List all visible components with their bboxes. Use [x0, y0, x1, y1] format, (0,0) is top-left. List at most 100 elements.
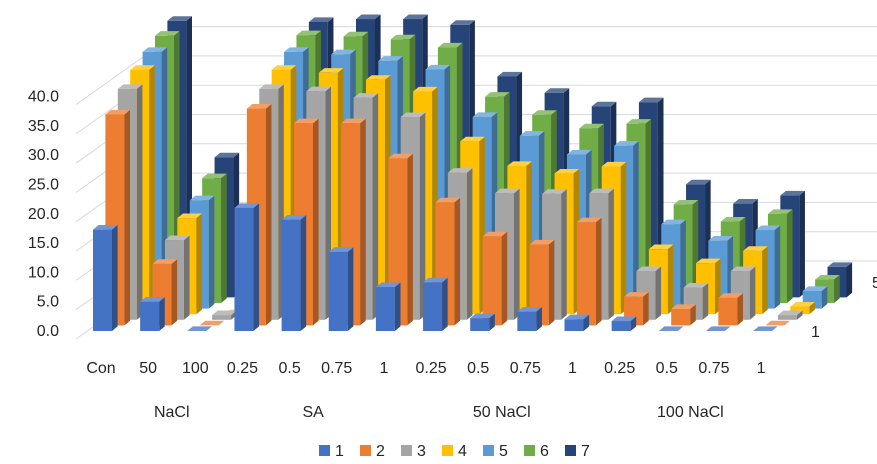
bar-front	[612, 321, 631, 331]
bar-front	[671, 309, 690, 325]
bar-front	[212, 315, 231, 320]
bar-side	[847, 262, 853, 297]
bar-side	[737, 293, 743, 325]
bar	[577, 218, 602, 326]
bar-side	[360, 119, 366, 326]
bar-side	[561, 189, 567, 320]
legend-swatch	[442, 445, 453, 456]
legend-label: 5	[499, 443, 508, 459]
bar	[140, 297, 165, 331]
legend-label: 4	[458, 443, 467, 459]
bar	[212, 311, 237, 320]
bar	[200, 321, 225, 326]
depth-axis-label: 1	[811, 324, 820, 341]
bar-side	[703, 283, 709, 320]
legend-label: 2	[376, 443, 385, 459]
bar-top	[200, 321, 225, 326]
bar	[234, 203, 259, 331]
bar-front	[93, 230, 112, 331]
bar-front	[329, 252, 348, 331]
legend-label: 3	[417, 443, 426, 459]
bar-side	[799, 191, 805, 298]
bar-side	[787, 209, 793, 303]
bar-side	[196, 213, 202, 314]
bar-side	[373, 93, 379, 320]
bar	[778, 311, 803, 320]
bar-front	[778, 315, 797, 320]
y-axis-ticks: 0.05.010.015.020.025.030.035.040.0	[28, 89, 59, 340]
x-tick-label: 0.25	[604, 360, 635, 377]
bar-side	[643, 292, 649, 325]
bar-side	[608, 189, 614, 320]
x-tick-label: 50	[139, 360, 157, 377]
y-tick-label: 30.0	[28, 147, 59, 164]
legend-swatch	[483, 445, 494, 456]
legend-swatch	[524, 445, 535, 456]
bar-side	[621, 162, 627, 314]
bar-top	[187, 326, 212, 331]
legend-swatch	[565, 445, 576, 456]
bar-side	[266, 104, 272, 325]
bar	[282, 215, 307, 331]
x-tick-label: 0.75	[698, 360, 729, 377]
x-tick-label: 0.5	[278, 360, 300, 377]
y-tick-label: 20.0	[28, 206, 59, 223]
bar-front	[470, 318, 489, 331]
bar-side	[184, 236, 190, 320]
bar	[483, 232, 508, 326]
x-tick-label: 0.25	[415, 360, 446, 377]
bar-front	[140, 302, 159, 331]
bar-front	[517, 312, 536, 331]
bar	[517, 307, 542, 331]
bar-side	[596, 218, 602, 326]
legend-label: 7	[581, 443, 590, 459]
bar	[753, 326, 778, 331]
bar-side	[834, 275, 840, 303]
x-tick-label: 0.75	[321, 360, 352, 377]
x-group-label: 50 NaCl	[473, 404, 531, 421]
bar	[766, 321, 791, 326]
y-tick-label: 15.0	[28, 235, 59, 252]
bar-side	[159, 297, 165, 331]
bar	[423, 278, 448, 331]
bar-front	[718, 298, 737, 326]
bar-side	[112, 225, 118, 331]
bar-side	[442, 278, 448, 331]
bar-side	[668, 245, 674, 315]
bar-front	[577, 222, 596, 325]
legend-swatch	[319, 445, 330, 456]
bar-top	[766, 321, 791, 326]
depth-axis-label: 5	[872, 275, 877, 292]
y-tick-label: 0.0	[37, 323, 59, 340]
bar-front	[376, 287, 395, 331]
bar-side	[775, 225, 781, 308]
bar-side	[407, 154, 413, 326]
bar-side	[301, 215, 307, 331]
bar-side	[253, 203, 259, 331]
bar-side	[348, 247, 354, 331]
bar	[376, 282, 401, 331]
bar-front	[234, 208, 253, 331]
bar-side	[209, 196, 215, 309]
bar	[565, 315, 590, 331]
legend-label: 1	[335, 443, 344, 459]
bar	[706, 326, 731, 331]
legend-swatch	[401, 445, 412, 456]
x-tick-label: 0.5	[467, 360, 489, 377]
bar	[671, 304, 696, 325]
x-tick-label: 0.75	[510, 360, 541, 377]
gridline	[76, 27, 877, 105]
legend-swatch	[360, 445, 371, 456]
bar-side	[467, 168, 473, 320]
y-tick-label: 35.0	[28, 118, 59, 135]
bar-front	[423, 282, 442, 331]
x-group-label: SA	[303, 404, 325, 421]
x-tick-label: 1	[379, 360, 388, 377]
x-group-label: 100 NaCl	[657, 404, 724, 421]
bar-side	[750, 267, 756, 320]
bar-side	[172, 259, 178, 325]
y-tick-label: 25.0	[28, 177, 59, 194]
